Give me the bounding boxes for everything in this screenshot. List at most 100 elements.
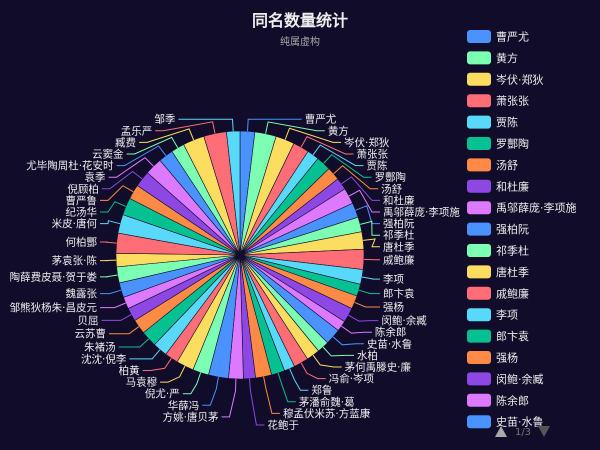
- legend-swatch[interactable]: [467, 115, 491, 129]
- label-line: [341, 325, 372, 334]
- slice-label: 柏黄: [119, 364, 140, 377]
- legend-item-label[interactable]: 闵鲍·余臧: [496, 372, 544, 386]
- slice-label: 强杨: [383, 300, 404, 313]
- legend-item-label[interactable]: 黄方: [496, 51, 518, 65]
- slice-label: 曹严鲁: [66, 194, 98, 207]
- legend-swatch[interactable]: [467, 265, 491, 279]
- legend-item-label[interactable]: 李项: [496, 308, 518, 322]
- legend-swatch[interactable]: [467, 222, 491, 236]
- legend-item-label[interactable]: 强杨: [496, 351, 518, 365]
- legend-swatch[interactable]: [467, 201, 491, 215]
- label-line: [323, 153, 372, 178]
- slice-label: 和杜廉: [383, 194, 415, 207]
- slice-label: 祁季杜: [383, 229, 415, 242]
- slice-label: 戚鲍廉: [383, 253, 415, 266]
- label-line: [100, 220, 121, 225]
- slice-label: 贝屈: [77, 315, 98, 327]
- slice-label: 郑鲁: [311, 384, 332, 397]
- legend-swatch[interactable]: [467, 351, 491, 364]
- legend-item-label[interactable]: 罗酆陶: [496, 137, 529, 151]
- legend-swatch[interactable]: [467, 158, 491, 172]
- label-line: [348, 189, 380, 213]
- legend-swatch[interactable]: [467, 72, 491, 86]
- legend-item-label[interactable]: 汤舒: [496, 158, 518, 172]
- legend-swatch[interactable]: [467, 244, 491, 257]
- label-line: [355, 205, 380, 225]
- slice-label: 华薛冯: [168, 399, 200, 412]
- legend-item-label[interactable]: 禹邬薛庞·李项施: [496, 201, 577, 215]
- legend-swatch[interactable]: [467, 286, 491, 300]
- legend-item-label[interactable]: 萧张张: [496, 95, 529, 108]
- label-line: [142, 358, 172, 371]
- label-line: [126, 136, 179, 155]
- legend-swatch[interactable]: [467, 372, 491, 386]
- label-line: [139, 128, 195, 143]
- slice-label: 米皮·唐何: [52, 217, 98, 230]
- legend-swatch[interactable]: [467, 308, 491, 322]
- slice-label: 陈余郎: [375, 326, 407, 339]
- slice-label: 陶薛费皮聂·贺于娄: [10, 270, 97, 283]
- legend-item-label[interactable]: 和杜廉: [496, 179, 529, 193]
- legend-item-label[interactable]: 戚鲍廉: [496, 286, 529, 300]
- label-line: [221, 378, 237, 418]
- label-line: [312, 354, 342, 368]
- label-line: [322, 346, 354, 357]
- label-line: [108, 157, 154, 178]
- slice-label: 冯俞·岑项: [329, 372, 375, 385]
- legend-item-label[interactable]: 曹严尤: [496, 31, 529, 44]
- label-line: [300, 362, 326, 380]
- slice-label: 沈沈·倪李: [81, 352, 127, 365]
- legend-swatch[interactable]: [467, 393, 491, 407]
- chart-title: 同名数量统计: [252, 11, 348, 30]
- label-line: [101, 314, 132, 321]
- legend-item-label[interactable]: 郎卞袁: [496, 329, 529, 343]
- legend-swatch[interactable]: [467, 179, 491, 193]
- pager-prev-icon[interactable]: [495, 426, 507, 437]
- slice-label: 尤毕陶周杜·花安时: [26, 159, 114, 172]
- label-line: [348, 314, 379, 322]
- legend: 曹严尤黄方岑伏·郑狄萧张张贾陈罗酆陶汤舒和杜廉禹邬薛庞·李项施强柏阮祁季杜唐杜季…: [467, 30, 577, 429]
- slice-label: 贾陈: [366, 159, 387, 172]
- label-line: [249, 378, 265, 426]
- label-line: [100, 241, 117, 244]
- label-line: [247, 118, 302, 132]
- slice-label: 萧张张: [356, 149, 388, 161]
- slice-label: 穆孟伏米苏·方蓝康: [283, 407, 371, 420]
- legend-swatch[interactable]: [467, 30, 491, 43]
- pie-chart: [115, 130, 365, 380]
- slice-label: 孟乐严: [121, 125, 153, 137]
- slice-label: 魏露张: [66, 287, 98, 300]
- legend-item-label[interactable]: 唐杜季: [496, 265, 529, 279]
- label-line: [341, 176, 380, 201]
- slice-label: 方姚·唐贝茅: [163, 410, 219, 423]
- label-line: [100, 201, 127, 213]
- label-line: [312, 144, 364, 167]
- pie-labels: 曹严尤黄方岑伏·郑狄萧张张贾陈罗酆陶汤舒和杜廉禹邬薛庞·李项施强柏阮祁季杜唐杜季…: [10, 113, 461, 432]
- label-line: [358, 289, 380, 295]
- slice-label: 水柏: [357, 349, 378, 362]
- label-line: [202, 377, 219, 406]
- legend-swatch[interactable]: [467, 137, 491, 150]
- pager-text: 1/3: [515, 427, 531, 438]
- legend-item-label[interactable]: 贾陈: [496, 115, 518, 129]
- legend-swatch[interactable]: [467, 94, 491, 108]
- pager-next-icon[interactable]: [538, 426, 550, 437]
- legend-swatch[interactable]: [467, 415, 491, 429]
- legend-swatch[interactable]: [467, 329, 491, 343]
- legend-pager: 1/3: [495, 426, 550, 438]
- slice-label: 马袁穆: [126, 376, 158, 389]
- legend-item-label[interactable]: 祁季杜: [496, 244, 529, 258]
- legend-item-label[interactable]: 强柏阮: [496, 222, 529, 236]
- label-line: [354, 301, 380, 308]
- legend-item-label[interactable]: 史苗·水鲁: [496, 415, 544, 429]
- label-line: [361, 276, 380, 280]
- legend-item-label[interactable]: 陈余郎: [496, 393, 529, 407]
- label-line: [100, 185, 134, 201]
- label-line: [116, 145, 167, 167]
- slice-label: 强柏阮: [383, 217, 415, 230]
- legend-item-label[interactable]: 岑伏·郑狄: [496, 72, 544, 86]
- slice-label: 闵鲍·余臧: [381, 314, 427, 327]
- slice-label: 郎卞袁: [383, 287, 415, 300]
- legend-swatch[interactable]: [467, 51, 491, 65]
